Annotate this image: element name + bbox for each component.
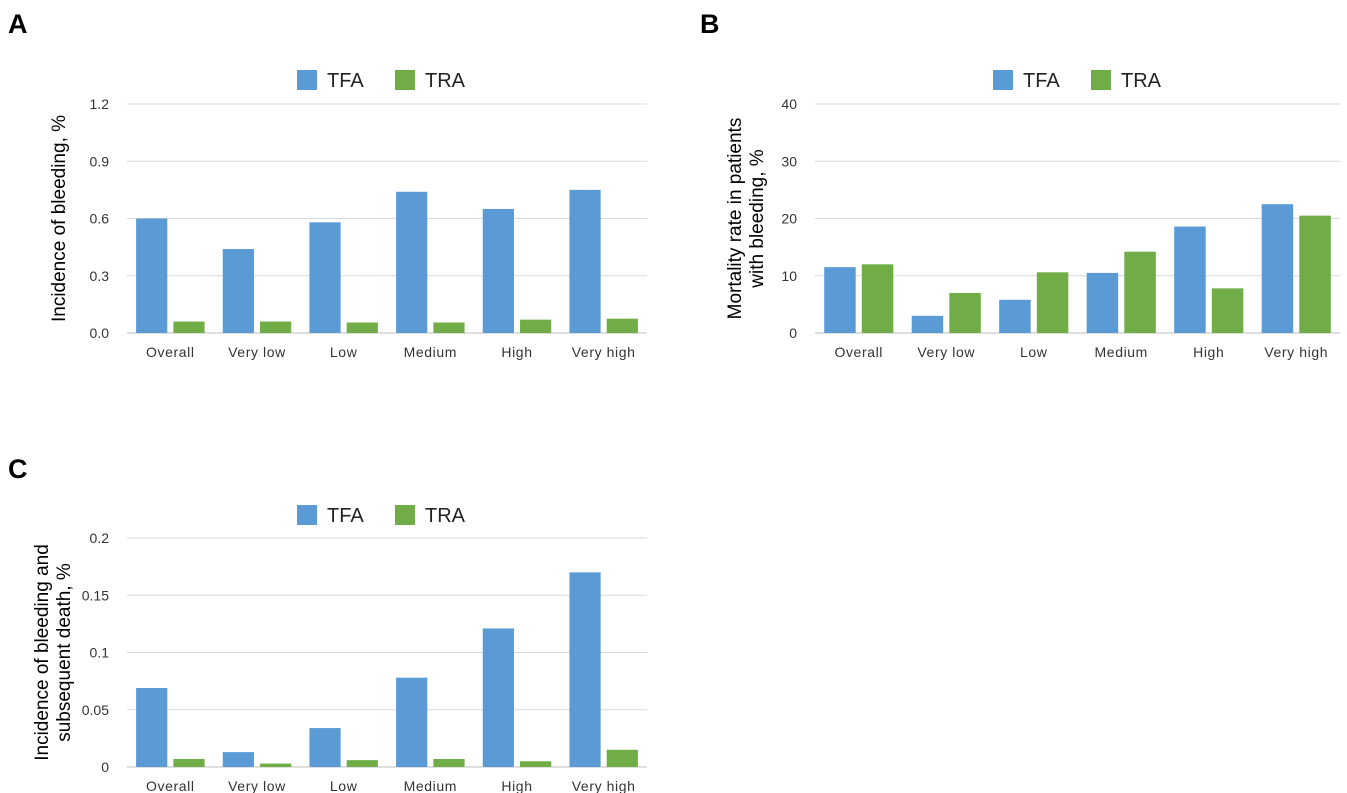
y-tick-label: 0.3 [90,268,110,284]
bar-tfa [309,222,341,333]
bar-tra [949,292,981,333]
panel-letter: A [8,9,28,39]
x-tick-label: Low [330,778,358,793]
bar-tfa [396,191,428,333]
bar-tfa [482,628,514,767]
legend-label-tfa: TFA [327,70,364,92]
bar-tfa [1174,226,1206,333]
legend-label-tra: TRA [425,505,466,527]
legend-swatch-tfa [297,505,317,525]
bar-tfa [1261,204,1294,333]
y-axis-label: Incidence of bleeding and [32,544,53,761]
y-axis-label: Mortality rate in patients [725,118,746,320]
y-tick-label: 0.6 [90,211,110,227]
y-tick-label: 0 [101,759,109,775]
panel-letter: C [8,454,28,484]
x-tick-label: Very low [228,778,286,793]
legend-label-tfa: TFA [327,505,364,527]
y-tick-label: 0 [789,325,797,341]
y-tick-label: 0.05 [82,702,109,718]
bar-tra [606,749,638,767]
x-tick-label: Very high [572,778,636,793]
x-tick-label: Very high [1264,344,1328,360]
legend-swatch-tfa [297,70,317,90]
x-tick-label: Medium [404,344,457,360]
x-tick-label: Medium [404,778,457,793]
chart-panel-b: B 0 10 20 30 40 Overall Very low Low Medium High Ve… [700,9,1340,360]
legend-swatch-tfa [993,70,1013,90]
x-tick-label: Medium [1095,344,1148,360]
bar-tra [1124,251,1156,333]
bar-tfa [136,687,168,767]
y-axis-label: Incidence of bleeding, % [49,115,70,322]
bar-tfa [136,218,168,333]
bar-tfa [222,249,254,333]
x-tick-label: High [501,778,532,793]
x-tick-label: Low [330,344,358,360]
bar-tra [433,758,465,767]
bar-tra [1036,272,1069,333]
chart-panel-a: A 0.0 0.3 0.6 0.9 1.2 Overall Very low Low Medium… [8,9,647,360]
x-tick-label: Very low [228,344,286,360]
y-tick-label: 0.1 [90,645,110,661]
y-tick-label: 0.9 [90,153,110,169]
y-tick-label: 0.2 [90,530,110,546]
y-tick-label: 0.0 [90,325,110,341]
bar-tra [1299,215,1331,333]
y-tick-label: 1.2 [90,96,110,112]
bar-tfa [1086,272,1119,333]
x-tick-label: Overall [146,778,195,793]
x-tick-label: High [1193,344,1224,360]
bar-tfa [569,189,601,333]
bar-tra [173,758,205,767]
chart-panel-c: C 0 0.05 0.1 0.15 0.2 Overall Very low Low Medium… [8,454,647,793]
bar-tfa [824,267,856,333]
y-tick-label: 10 [781,268,797,284]
bar-tra [520,761,552,767]
bar-tfa [911,315,944,333]
x-tick-label: Overall [834,344,883,360]
y-axis-label: with bleeding, % [747,149,768,288]
y-tick-label: 40 [781,96,797,112]
bar-tra [433,322,465,333]
y-tick-label: 30 [781,153,797,169]
x-tick-label: Low [1020,344,1048,360]
bar-tfa [396,677,428,767]
bar-tfa [569,572,601,767]
x-tick-label: Very high [572,344,636,360]
x-tick-label: Very low [917,344,975,360]
bar-tra [606,318,638,333]
bar-tfa [482,208,514,333]
legend-swatch-tra [1091,70,1111,90]
y-axis-label: subsequent death, % [54,563,75,742]
bar-tfa [999,299,1031,333]
bar-tra [1211,288,1244,333]
y-tick-label: 0.15 [82,587,109,603]
legend-label-tfa: TFA [1023,70,1060,92]
legend-label-tra: TRA [1121,70,1162,92]
bar-tra [260,321,292,333]
x-tick-label: Overall [146,344,195,360]
bar-tra [260,763,292,767]
bar-tra [346,322,378,333]
bar-tfa [222,752,254,767]
legend-swatch-tra [395,505,415,525]
bar-tra [861,264,894,333]
x-tick-label: High [501,344,532,360]
bar-tra [173,321,205,333]
bar-tra [346,760,378,767]
legend-swatch-tra [395,70,415,90]
bar-tfa [309,728,341,767]
y-tick-label: 20 [781,211,797,227]
bar-tra [520,319,552,333]
legend-label-tra: TRA [425,70,466,92]
panel-letter: B [700,9,720,39]
